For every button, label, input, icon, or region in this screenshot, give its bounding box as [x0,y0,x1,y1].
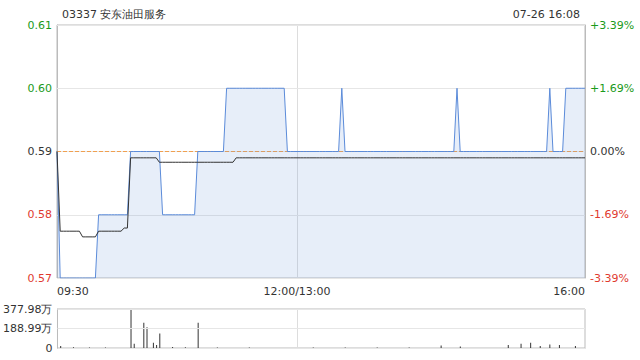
svg-text:12:00/13:00: 12:00/13:00 [263,285,330,298]
svg-text:16:00: 16:00 [553,285,585,298]
svg-text:+3.39%: +3.39% [590,19,634,32]
svg-text:0.57: 0.57 [28,272,53,285]
svg-text:-1.69%: -1.69% [590,208,629,221]
svg-text:07-26 16:08: 07-26 16:08 [513,8,580,21]
svg-text:0.61: 0.61 [28,19,53,32]
svg-text:+1.69%: +1.69% [590,82,634,95]
svg-text:03337 安东油田服务: 03337 安东油田服务 [62,8,167,21]
svg-text:0.59: 0.59 [28,145,53,158]
svg-text:0.58: 0.58 [28,208,53,221]
svg-text:0: 0 [45,342,52,355]
svg-text:09:30: 09:30 [57,285,89,298]
svg-text:0.00%: 0.00% [590,145,625,158]
svg-text:377.98万: 377.98万 [3,303,53,316]
svg-text:188.99万: 188.99万 [3,322,53,335]
svg-text:-3.39%: -3.39% [590,272,629,285]
svg-text:0.60: 0.60 [28,82,53,95]
